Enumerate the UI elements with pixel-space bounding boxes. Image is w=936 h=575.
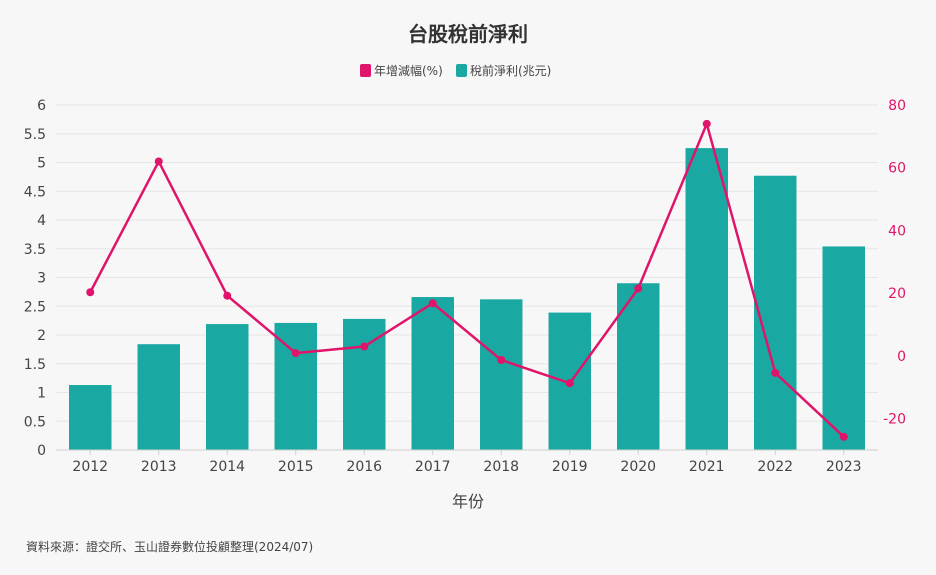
line-point[interactable]	[565, 379, 574, 388]
y-right-tick-label: 0	[897, 349, 906, 365]
x-tick-label: 2017	[415, 459, 451, 475]
line-point[interactable]	[634, 284, 643, 293]
y-left-tick-label: 0	[37, 443, 46, 459]
y-left-tick-label: 2	[37, 328, 46, 344]
line-point[interactable]	[360, 342, 369, 351]
bar[interactable]	[617, 283, 660, 450]
y-right-tick-label: 40	[888, 223, 906, 239]
bar[interactable]	[411, 297, 454, 450]
line-point[interactable]	[497, 355, 506, 364]
y-left-tick-label: 1	[37, 386, 46, 402]
y-left-tick-label: 0.5	[24, 414, 46, 430]
x-tick-label: 2012	[72, 459, 108, 475]
line-series	[86, 119, 848, 441]
line-point[interactable]	[86, 288, 95, 297]
bar[interactable]	[69, 385, 112, 450]
line-path	[89, 122, 845, 438]
legend-swatch-profit	[456, 64, 467, 77]
x-tick-label: 2018	[483, 459, 519, 475]
y-axis-right: -20 0 20 40 60 80	[883, 98, 906, 428]
bar[interactable]	[754, 175, 797, 450]
y-right-tick-label: 20	[888, 286, 906, 302]
grid-lines	[56, 104, 878, 451]
x-tick-label: 2023	[826, 459, 862, 475]
bar[interactable]	[822, 246, 865, 450]
y-left-tick-label: 4	[37, 213, 46, 229]
legend-label-growth: 年增減幅(%)	[374, 63, 443, 78]
line-point[interactable]	[771, 368, 780, 377]
bar[interactable]	[685, 148, 728, 450]
bar[interactable]	[480, 299, 523, 450]
x-tick-label: 2016	[346, 459, 382, 475]
bar-series	[69, 148, 865, 450]
y-left-tick-label: 4.5	[24, 184, 46, 200]
x-axis: 2012 2013 2014 2015 2016 2017 2018 2019 2020 2021…	[56, 449, 878, 475]
x-tick-label: 2013	[141, 459, 177, 475]
x-tick-label: 2015	[278, 459, 314, 475]
bar[interactable]	[206, 324, 249, 450]
line-point[interactable]	[154, 157, 163, 166]
y-left-tick-label: 3	[37, 271, 46, 287]
x-tick-label: 2019	[552, 459, 588, 475]
legend-swatch-growth	[360, 64, 371, 77]
bar[interactable]	[137, 344, 180, 450]
legend: 年增減幅(%) 稅前淨利(兆元)	[360, 63, 551, 78]
y-left-tick-label: 6	[37, 98, 46, 114]
bar[interactable]	[274, 322, 317, 450]
x-tick-label: 2020	[620, 459, 656, 475]
source-note: 資料來源：證交所、玉山證券數位投顧整理(2024/07)	[26, 539, 313, 554]
legend-label-profit: 稅前淨利(兆元)	[470, 63, 551, 78]
chart-title: 台股稅前淨利	[408, 22, 528, 46]
y-right-tick-label: 60	[888, 161, 906, 177]
y-left-tick-label: 2.5	[24, 299, 46, 315]
line-point[interactable]	[428, 299, 437, 308]
line-point[interactable]	[291, 349, 300, 358]
line-point[interactable]	[839, 432, 848, 441]
x-tick-label: 2021	[689, 459, 725, 475]
legend-item-growth[interactable]: 年增減幅(%)	[360, 63, 443, 78]
x-tick-label: 2014	[209, 459, 245, 475]
y-right-tick-label: 80	[888, 98, 906, 114]
y-right-tick-label: -20	[883, 412, 906, 428]
y-left-tick-label: 3.5	[24, 242, 46, 258]
y-left-tick-label: 1.5	[24, 357, 46, 373]
line-point[interactable]	[223, 291, 232, 300]
y-left-tick-label: 5	[37, 156, 46, 172]
y-left-tick-label: 5.5	[24, 127, 46, 143]
legend-item-profit[interactable]: 稅前淨利(兆元)	[456, 63, 551, 78]
x-tick-label: 2022	[757, 459, 793, 475]
x-axis-title: 年份	[452, 492, 484, 511]
bar[interactable]	[343, 318, 386, 450]
line-point[interactable]	[702, 119, 711, 128]
y-axis-left: 0 0.5 1 1.5 2 2.5 3 3.5 4 4.5 5 5.5 6	[24, 98, 46, 459]
